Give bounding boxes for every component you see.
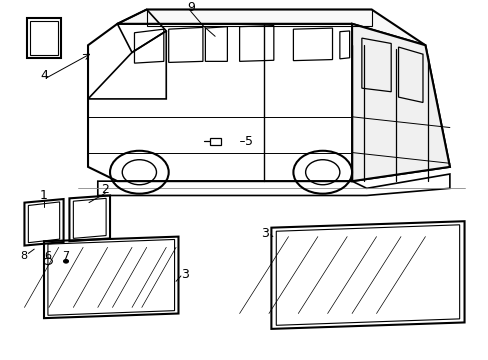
Polygon shape [117,9,425,45]
Text: 5: 5 [245,135,253,148]
Text: 1: 1 [40,189,48,202]
Text: 3: 3 [261,226,268,239]
Text: 7: 7 [62,251,69,261]
Text: 3: 3 [181,268,188,281]
Polygon shape [351,24,449,181]
Text: 8: 8 [20,251,27,261]
Circle shape [63,260,68,263]
Text: 2: 2 [101,183,109,195]
Text: 4: 4 [40,69,48,82]
Text: 9: 9 [186,1,194,14]
Text: 6: 6 [44,251,51,261]
